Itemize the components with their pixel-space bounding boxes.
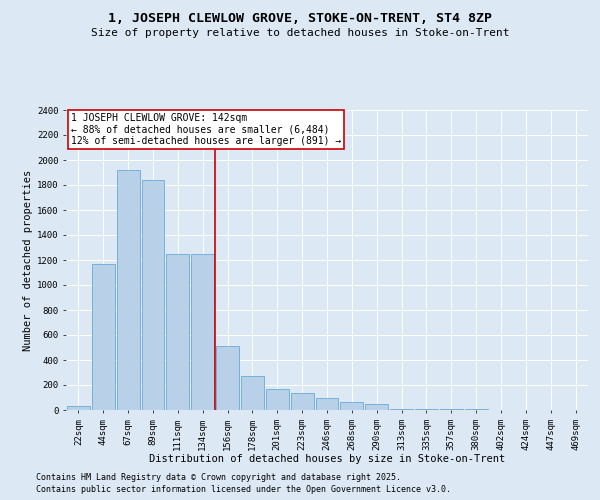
Y-axis label: Number of detached properties: Number of detached properties [23,170,32,350]
Bar [241,376,264,410]
Bar [415,409,438,410]
Bar [365,404,388,410]
Bar [166,254,189,410]
Text: 1, JOSEPH CLEWLOW GROVE, STOKE-ON-TRENT, ST4 8ZP: 1, JOSEPH CLEWLOW GROVE, STOKE-ON-TRENT,… [108,12,492,26]
Bar [117,170,140,410]
Bar [216,346,239,410]
Bar [92,264,115,410]
Text: Contains HM Land Registry data © Crown copyright and database right 2025.: Contains HM Land Registry data © Crown c… [36,472,401,482]
Bar [390,409,413,410]
Bar [291,392,314,410]
Bar [191,254,214,410]
Text: Size of property relative to detached houses in Stoke-on-Trent: Size of property relative to detached ho… [91,28,509,38]
Bar [67,406,90,410]
Text: Contains public sector information licensed under the Open Government Licence v3: Contains public sector information licen… [36,485,451,494]
Bar [266,390,289,410]
Bar [316,398,338,410]
X-axis label: Distribution of detached houses by size in Stoke-on-Trent: Distribution of detached houses by size … [149,454,505,464]
Bar [142,180,164,410]
Bar [340,402,363,410]
Text: 1 JOSEPH CLEWLOW GROVE: 142sqm
← 88% of detached houses are smaller (6,484)
12% : 1 JOSEPH CLEWLOW GROVE: 142sqm ← 88% of … [71,113,341,146]
